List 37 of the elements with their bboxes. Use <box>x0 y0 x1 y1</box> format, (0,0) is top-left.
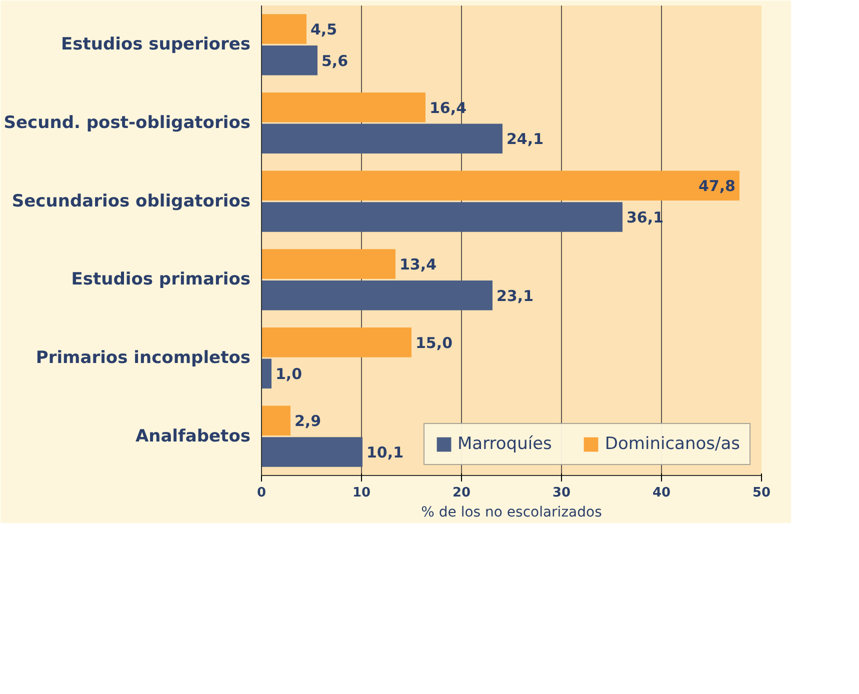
legend-label: Marroquíes <box>458 434 552 454</box>
x-tick-label: 50 <box>752 486 771 500</box>
y-tick-label: Primarios incompletos <box>36 348 251 368</box>
bar <box>262 358 272 389</box>
data-label: 23,1 <box>496 286 534 305</box>
y-tick-label: Estudios superiores <box>60 34 250 55</box>
y-tick-label: Secund. post-obligatorios <box>4 113 251 133</box>
bar <box>262 92 426 122</box>
bar <box>262 170 740 201</box>
bar <box>262 124 502 154</box>
bar <box>262 14 306 44</box>
data-label: 4,5 <box>310 20 338 38</box>
bar <box>262 327 412 358</box>
x-tick-label: 40 <box>652 486 671 500</box>
bar <box>262 406 290 436</box>
y-tick-label: Estudios primarios <box>71 270 251 290</box>
x-tick-label: 0 <box>256 486 266 500</box>
bar <box>262 45 318 76</box>
x-axis-title: % de los no escolarizados <box>421 504 602 520</box>
bar <box>262 437 362 467</box>
data-label: 13,4 <box>400 256 437 274</box>
data-label: 1,0 <box>276 365 302 384</box>
data-label: 5,6 <box>322 52 348 70</box>
data-label: 47,8 <box>698 177 736 196</box>
x-tick-label: 30 <box>552 486 571 500</box>
bar <box>262 280 492 310</box>
data-label: 10,1 <box>366 444 404 462</box>
data-label: 15,0 <box>416 334 453 352</box>
legend-label: Dominicanos/as <box>604 434 740 454</box>
bar <box>262 249 396 279</box>
data-label: 24,1 <box>506 130 544 148</box>
x-tick-label: 10 <box>352 486 371 500</box>
y-tick-label: Secundarios obligatorios <box>12 191 251 212</box>
y-tick-label: Analfabetos <box>135 426 251 446</box>
bar <box>262 202 622 232</box>
x-tick-label: 20 <box>452 486 471 500</box>
data-label: 2,9 <box>294 412 322 430</box>
